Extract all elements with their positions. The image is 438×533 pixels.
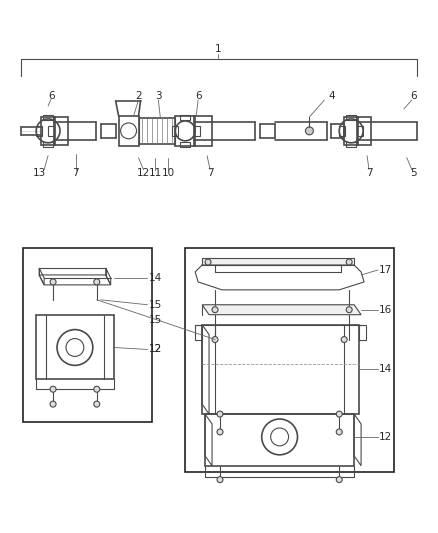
Text: 1: 1 bbox=[215, 44, 221, 54]
Text: 14: 14 bbox=[148, 273, 162, 283]
Bar bbox=[194, 116, 212, 146]
Circle shape bbox=[341, 336, 347, 343]
Circle shape bbox=[336, 477, 342, 482]
Bar bbox=[23, 248, 152, 422]
Bar bbox=[54, 117, 68, 145]
Circle shape bbox=[205, 259, 211, 265]
Text: 17: 17 bbox=[379, 265, 392, 275]
Circle shape bbox=[94, 279, 100, 285]
Bar bbox=[48, 126, 54, 136]
Text: 14: 14 bbox=[379, 365, 392, 374]
Text: 3: 3 bbox=[155, 91, 162, 101]
Text: 12: 12 bbox=[137, 167, 150, 177]
Text: 6: 6 bbox=[195, 91, 201, 101]
Text: 2: 2 bbox=[135, 91, 142, 101]
Text: 12: 12 bbox=[148, 344, 162, 354]
Bar bbox=[172, 126, 178, 136]
Bar bbox=[357, 126, 363, 136]
Text: 13: 13 bbox=[32, 167, 46, 177]
Circle shape bbox=[336, 411, 342, 417]
Circle shape bbox=[346, 259, 352, 265]
Text: 16: 16 bbox=[379, 305, 392, 314]
Text: 6: 6 bbox=[48, 91, 54, 101]
Bar bbox=[36, 314, 114, 379]
Circle shape bbox=[336, 429, 342, 435]
Bar bbox=[43, 142, 53, 147]
Bar bbox=[205, 414, 354, 466]
Circle shape bbox=[212, 336, 218, 343]
Text: 4: 4 bbox=[328, 91, 335, 101]
Text: 5: 5 bbox=[410, 167, 417, 177]
Circle shape bbox=[94, 386, 100, 392]
Polygon shape bbox=[202, 258, 354, 265]
Bar bbox=[202, 325, 359, 414]
Bar bbox=[344, 117, 358, 145]
Bar bbox=[194, 126, 200, 136]
Bar bbox=[180, 142, 190, 147]
Circle shape bbox=[50, 401, 56, 407]
Bar bbox=[339, 126, 345, 136]
Text: 7: 7 bbox=[366, 167, 372, 177]
Text: 11: 11 bbox=[149, 167, 162, 177]
Circle shape bbox=[212, 307, 218, 313]
Bar bbox=[119, 116, 138, 146]
Text: 15: 15 bbox=[148, 314, 162, 325]
Text: 15: 15 bbox=[148, 300, 162, 310]
Circle shape bbox=[94, 401, 100, 407]
Circle shape bbox=[217, 477, 223, 482]
Polygon shape bbox=[202, 305, 361, 314]
Bar bbox=[41, 117, 55, 145]
Bar bbox=[43, 115, 53, 120]
Circle shape bbox=[305, 127, 314, 135]
Text: 7: 7 bbox=[73, 167, 79, 177]
Text: 7: 7 bbox=[207, 167, 213, 177]
Circle shape bbox=[50, 386, 56, 392]
Circle shape bbox=[217, 411, 223, 417]
Bar bbox=[346, 115, 356, 120]
Circle shape bbox=[50, 279, 56, 285]
Bar bbox=[180, 115, 190, 120]
Bar bbox=[357, 117, 371, 145]
Text: 10: 10 bbox=[162, 167, 175, 177]
Bar bbox=[346, 142, 356, 147]
Bar bbox=[185, 248, 394, 472]
Circle shape bbox=[346, 307, 352, 313]
Text: 12: 12 bbox=[379, 432, 392, 442]
Text: 6: 6 bbox=[410, 91, 417, 101]
Text: 12: 12 bbox=[148, 344, 162, 354]
Bar bbox=[175, 116, 195, 146]
Bar bbox=[36, 126, 42, 136]
Circle shape bbox=[217, 429, 223, 435]
